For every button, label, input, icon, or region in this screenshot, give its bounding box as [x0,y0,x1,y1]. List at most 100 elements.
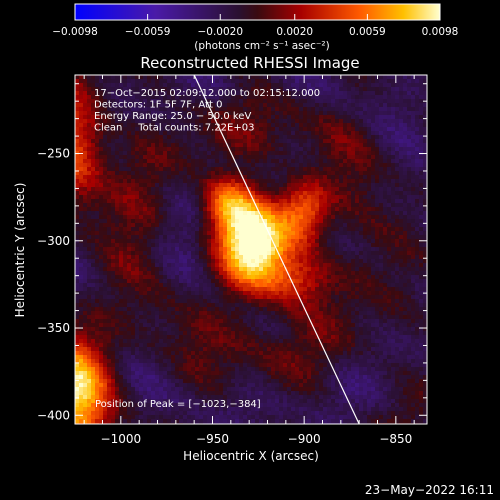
heatmap-cell [187,131,191,135]
heatmap-cell [195,203,199,207]
heatmap-cell [335,263,339,267]
heatmap-cell [211,95,215,99]
heatmap-cell [171,223,175,227]
heatmap-cell [195,179,199,183]
heatmap-cell [235,111,239,115]
heatmap-cell [231,163,235,167]
heatmap-cell [115,235,119,239]
heatmap-cell [75,79,79,83]
heatmap-cell [263,159,267,163]
heatmap-cell [199,239,203,243]
heatmap-cell [251,191,255,195]
heatmap-cell [155,199,159,203]
heatmap-cell [243,111,247,115]
heatmap-cell [419,231,423,235]
heatmap-cell [415,179,419,183]
heatmap-cell [419,83,423,87]
heatmap-cell [163,255,167,259]
heatmap-cell [423,155,427,159]
heatmap-cell [151,247,155,251]
heatmap-cell [123,263,127,267]
heatmap-cell [87,251,91,255]
heatmap-cell [399,83,403,87]
heatmap-cell [247,163,251,167]
heatmap-cell [339,235,343,239]
heatmap-cell [423,295,427,299]
heatmap-cell [111,175,115,179]
heatmap-cell [239,203,243,207]
heatmap-cell [355,195,359,199]
heatmap-cell [195,283,199,287]
heatmap-cell [411,103,415,107]
heatmap-cell [327,155,331,159]
heatmap-cell [275,239,279,243]
heatmap-cell [283,183,287,187]
heatmap-cell [387,75,391,79]
heatmap-cell [79,207,83,211]
heatmap-cell [283,275,287,279]
heatmap-cell [359,191,363,195]
heatmap-cell [323,239,327,243]
heatmap-cell [231,87,235,91]
heatmap-cell [167,167,171,171]
heatmap-cell [283,179,287,183]
heatmap-cell [379,239,383,243]
heatmap-cell [103,231,107,235]
heatmap-cell [383,91,387,95]
heatmap-cell [315,87,319,91]
heatmap-cell [107,111,111,115]
heatmap-cell [315,127,319,131]
heatmap-cell [275,231,279,235]
heatmap-cell [271,251,275,255]
heatmap-cell [387,175,391,179]
heatmap-cell [355,211,359,215]
heatmap-cell [79,175,83,179]
heatmap-cell [331,151,335,155]
heatmap-cell [275,159,279,163]
heatmap-cell [131,83,135,87]
heatmap-cell [335,127,339,131]
heatmap-cell [303,207,307,211]
heatmap-cell [187,99,191,103]
heatmap-cell [331,131,335,135]
heatmap-cell [359,159,363,163]
heatmap-cell [279,203,283,207]
heatmap-cell [347,175,351,179]
heatmap-cell [115,275,119,279]
heatmap-cell [407,231,411,235]
heatmap-cell [247,291,251,295]
heatmap-cell [187,283,191,287]
heatmap-cell [315,247,319,251]
heatmap-cell [179,143,183,147]
heatmap-cell [323,99,327,103]
heatmap-cell [367,91,371,95]
heatmap-cell [143,179,147,183]
heatmap-cell [231,95,235,99]
heatmap-cell [131,151,135,155]
heatmap-cell [171,163,175,167]
heatmap-cell [347,107,351,111]
heatmap-cell [147,75,151,79]
heatmap-cell [127,239,131,243]
heatmap-cell [279,115,283,119]
heatmap-cell [211,107,215,111]
heatmap-cell [199,243,203,247]
heatmap-cell [283,163,287,167]
heatmap-cell [215,147,219,151]
heatmap-cell [91,131,95,135]
heatmap-cell [291,263,295,267]
heatmap-cell [419,139,423,143]
heatmap-cell [403,175,407,179]
heatmap-cell [263,111,267,115]
heatmap-cell [179,267,183,271]
heatmap-cell [199,155,203,159]
heatmap-cell [155,251,159,255]
heatmap-cell [175,159,179,163]
heatmap-cell [371,255,375,259]
heatmap-cell [403,191,407,195]
heatmap-cell [135,247,139,251]
heatmap-cell [219,283,223,287]
heatmap-cell [383,159,387,163]
heatmap-cell [211,219,215,223]
heatmap-cell [311,167,315,171]
